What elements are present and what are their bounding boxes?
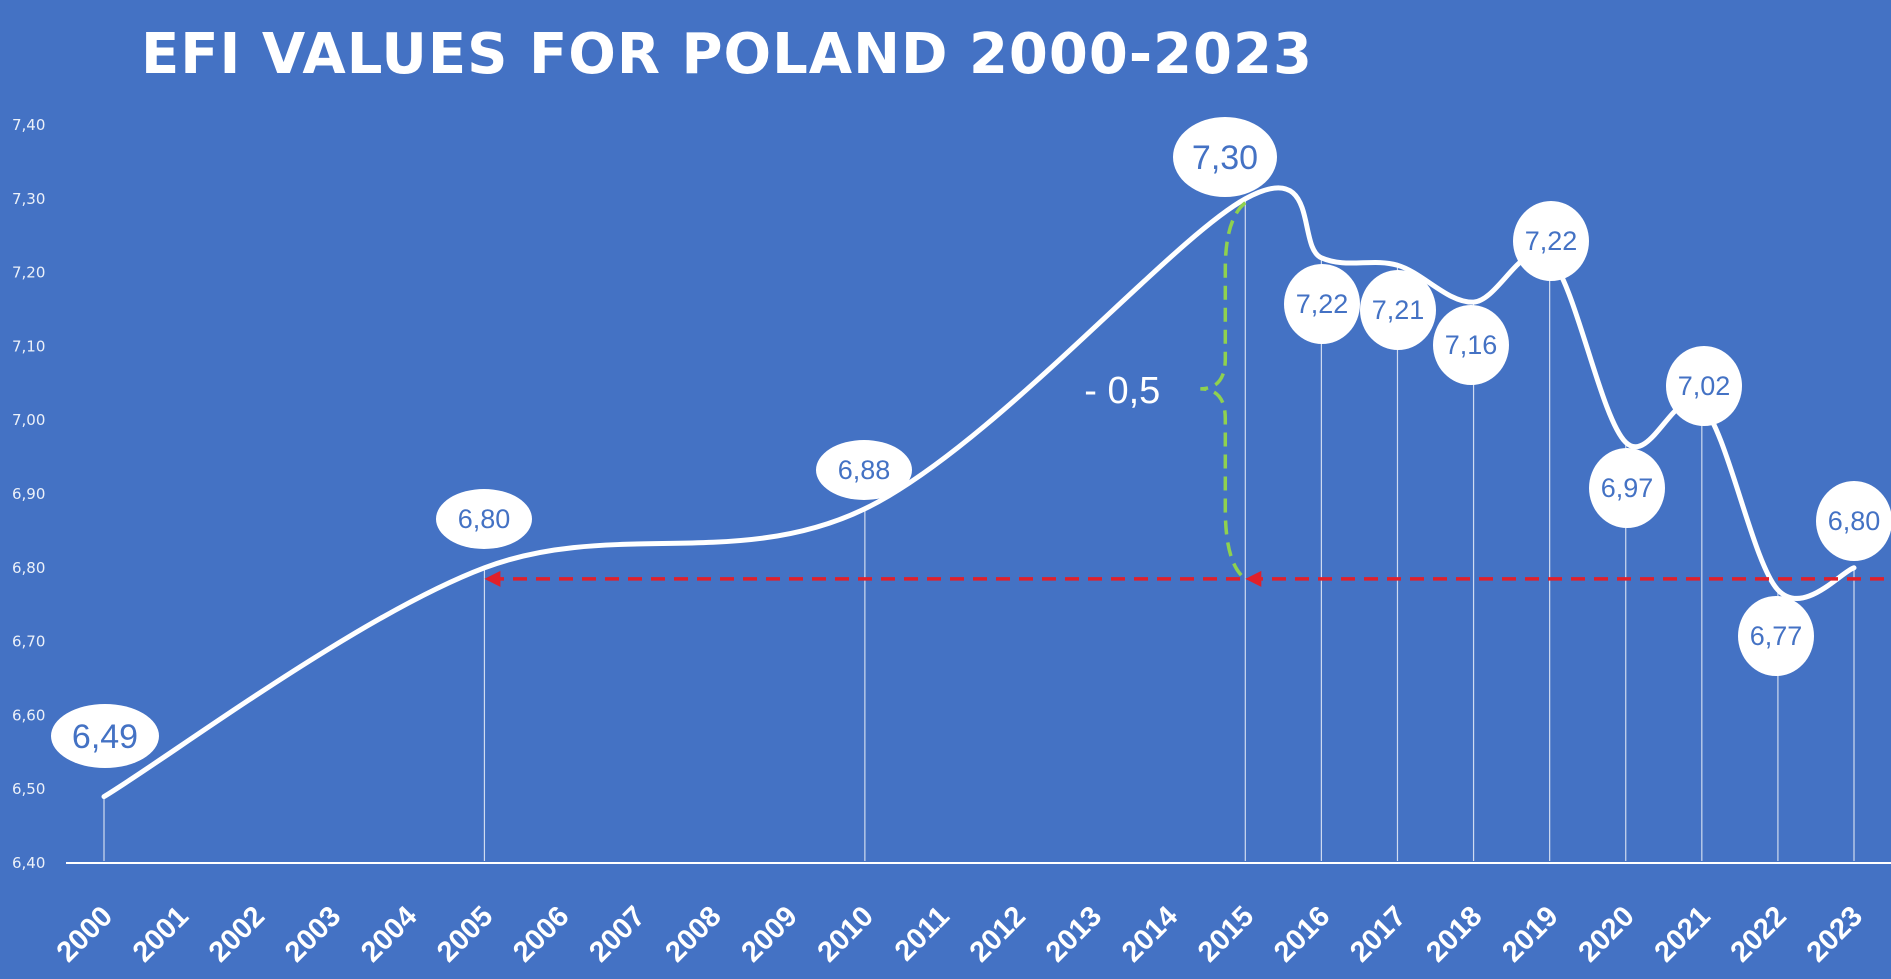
y-tick-label: 6,60 [12, 706, 45, 724]
x-tick-label: 2003 [279, 900, 347, 968]
x-tick-label: 2000 [51, 900, 119, 968]
arrow-head-icon [1245, 570, 1262, 587]
data-label: 6,88 [838, 455, 891, 485]
y-tick-label: 6,90 [12, 485, 45, 503]
x-tick-label: 2001 [127, 900, 195, 968]
x-tick-label: 2020 [1572, 900, 1640, 968]
data-label: 7,02 [1678, 371, 1731, 401]
data-label-bubble [1360, 270, 1436, 350]
data-label: 6,49 [72, 718, 138, 756]
x-tick-label: 2018 [1420, 900, 1488, 968]
data-label: 7,16 [1445, 330, 1498, 360]
x-tick-label: 2005 [431, 900, 499, 968]
arrow-head-icon [484, 570, 501, 587]
x-tick-label: 2010 [812, 900, 880, 968]
x-tick-label: 2019 [1496, 900, 1564, 968]
data-label-bubble [436, 489, 532, 549]
x-tick-label: 2002 [203, 900, 271, 968]
data-label-bubble [1816, 481, 1891, 561]
data-label: 7,21 [1372, 295, 1425, 325]
data-label-bubble [1433, 305, 1509, 385]
x-tick-label: 2017 [1344, 900, 1412, 968]
data-label: 6,97 [1601, 473, 1654, 503]
y-tick-label: 6,80 [12, 559, 45, 577]
x-tick-label: 2009 [735, 900, 803, 968]
x-tick-label: 2015 [1192, 900, 1260, 968]
y-tick-label: 7,20 [12, 264, 45, 282]
y-tick-label: 6,40 [12, 854, 45, 872]
y-tick-label: 6,50 [12, 780, 45, 798]
x-tick-label: 2008 [659, 900, 727, 968]
data-label-bubble [1173, 117, 1277, 197]
data-label-bubble [1738, 596, 1814, 676]
x-tick-label: 2012 [964, 900, 1032, 968]
data-label-bubble [1666, 346, 1742, 426]
x-tick-label: 2007 [583, 900, 651, 968]
data-label: 6,80 [1828, 506, 1881, 536]
x-tick-label: 2013 [1040, 900, 1108, 968]
x-tick-label: 2011 [889, 900, 956, 967]
x-tick-label: 2022 [1725, 900, 1793, 968]
x-tick-label: 2023 [1801, 900, 1869, 968]
data-label-bubble [816, 440, 912, 500]
x-tick-label: 2016 [1268, 900, 1336, 968]
data-label: 7,30 [1192, 139, 1258, 177]
y-tick-label: 7,10 [12, 337, 45, 355]
data-label-bubble [1513, 201, 1589, 281]
x-tick-label: 2014 [1116, 900, 1184, 968]
drop-label: - 0,5 [1084, 370, 1160, 412]
y-tick-label: 7,40 [12, 116, 45, 134]
y-tick-label: 6,70 [12, 633, 45, 651]
data-label: 6,80 [458, 504, 511, 534]
data-label-bubble [1589, 448, 1665, 528]
data-label-bubble [1284, 264, 1360, 344]
data-label-bubble [51, 704, 159, 768]
data-label: 7,22 [1296, 289, 1349, 319]
chart-title: EFI VALUES FOR POLAND 2000-2023 [141, 22, 1313, 87]
y-tick-label: 7,00 [12, 411, 45, 429]
brace-annotation [1200, 201, 1247, 581]
x-tick-label: 2006 [507, 900, 575, 968]
x-tick-label: 2004 [355, 900, 423, 968]
x-tick-label: 2021 [1649, 900, 1717, 968]
data-label: 7,22 [1525, 226, 1578, 256]
y-tick-label: 7,30 [12, 190, 45, 208]
data-label: 6,77 [1750, 621, 1803, 651]
